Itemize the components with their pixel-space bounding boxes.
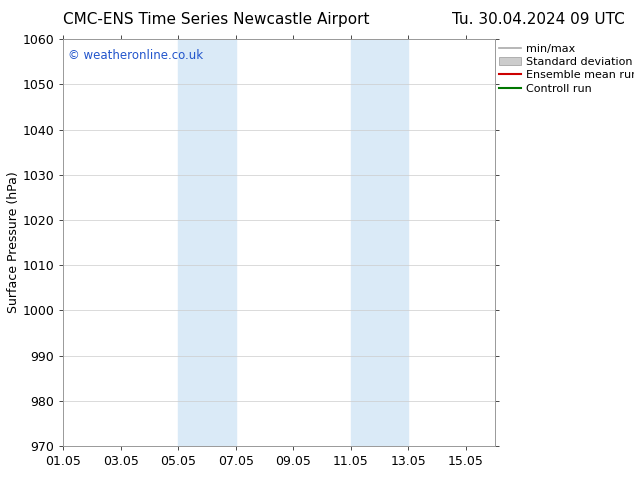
- Bar: [178, 39, 236, 446]
- Text: CMC-ENS Time Series Newcastle Airport: CMC-ENS Time Series Newcastle Airport: [63, 12, 370, 27]
- Bar: [351, 39, 408, 446]
- Text: © weatheronline.co.uk: © weatheronline.co.uk: [68, 49, 203, 62]
- Text: Tu. 30.04.2024 09 UTC: Tu. 30.04.2024 09 UTC: [452, 12, 624, 27]
- Legend: min/max, Standard deviation, Ensemble mean run, Controll run: min/max, Standard deviation, Ensemble me…: [495, 39, 634, 98]
- Y-axis label: Surface Pressure (hPa): Surface Pressure (hPa): [7, 172, 20, 314]
